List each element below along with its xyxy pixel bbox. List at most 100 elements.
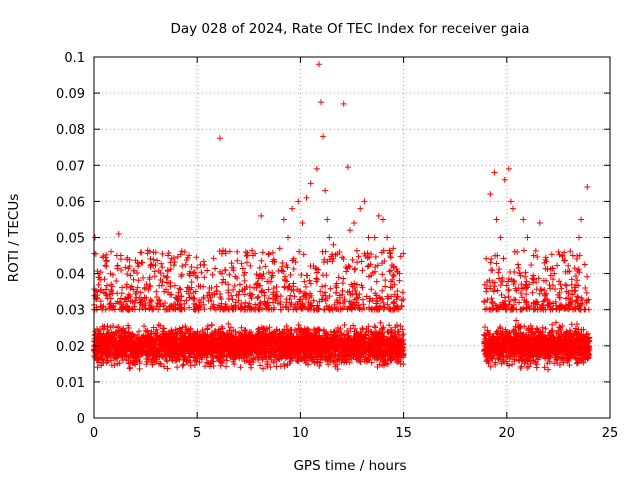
- data-point: [136, 328, 143, 335]
- data-point: [226, 327, 233, 334]
- data-point: [217, 345, 224, 352]
- data-point: [343, 327, 350, 334]
- data-point: [399, 337, 406, 344]
- data-point: [172, 306, 179, 313]
- data-point: [576, 269, 583, 276]
- data-point: [310, 356, 317, 363]
- data-point: [297, 329, 304, 336]
- data-point: [135, 343, 142, 350]
- data-point: [232, 333, 239, 340]
- data-point: [268, 354, 275, 361]
- data-point: [302, 283, 309, 290]
- data-point: [483, 255, 490, 262]
- data-point: [164, 358, 171, 365]
- data-point: [139, 305, 146, 312]
- data-point: [350, 336, 357, 343]
- data-point: [389, 276, 396, 283]
- data-point: [156, 282, 163, 289]
- data-point: [104, 282, 111, 289]
- data-point: [554, 262, 561, 269]
- data-point: [372, 253, 379, 260]
- data-point: [157, 322, 164, 329]
- data-point: [151, 356, 158, 363]
- data-point: [239, 265, 246, 272]
- data-point: [120, 339, 127, 346]
- data-point: [365, 262, 372, 269]
- data-point: [353, 338, 360, 345]
- data-point: [359, 284, 366, 291]
- data-point: [159, 264, 166, 271]
- data-point: [358, 258, 365, 265]
- data-point: [376, 303, 383, 310]
- data-point: [355, 253, 362, 260]
- data-point: [369, 306, 376, 313]
- data-point: [187, 351, 194, 358]
- data-point: [384, 301, 391, 308]
- data-point: [287, 301, 294, 308]
- data-point: [170, 262, 177, 269]
- data-point: [230, 347, 237, 354]
- data-point: [498, 292, 505, 299]
- data-point: [126, 365, 133, 372]
- data-point: [103, 354, 110, 361]
- data-point: [347, 325, 354, 332]
- data-point: [192, 288, 199, 295]
- data-point: [248, 340, 255, 347]
- data-point: [124, 256, 131, 263]
- data-point: [481, 324, 488, 331]
- data-point: [277, 337, 284, 344]
- data-point: [368, 349, 375, 356]
- data-point: [319, 296, 326, 303]
- data-point: [217, 294, 224, 301]
- data-point: [97, 303, 104, 310]
- data-point: [257, 362, 264, 369]
- data-point: [378, 249, 385, 256]
- data-point: [398, 297, 405, 304]
- data-point: [151, 339, 158, 346]
- data-point: [204, 349, 211, 356]
- data-point: [118, 328, 125, 335]
- data-point: [269, 249, 276, 256]
- data-point: [290, 287, 297, 294]
- data-point: [281, 363, 288, 370]
- data-point: [304, 306, 311, 313]
- data-point: [259, 326, 266, 333]
- data-point: [163, 349, 170, 356]
- data-point: [295, 358, 302, 365]
- data-point: [325, 352, 332, 359]
- data-point: [270, 285, 277, 292]
- data-point: [374, 354, 381, 361]
- data-point: [580, 326, 587, 333]
- data-point: [346, 288, 353, 295]
- data-point: [182, 323, 189, 330]
- data-point: [209, 271, 216, 278]
- data-point: [305, 347, 312, 354]
- data-point: [329, 306, 336, 313]
- data-point: [281, 283, 288, 290]
- data-point: [149, 361, 156, 368]
- data-point: [224, 330, 231, 337]
- data-point: [331, 346, 338, 353]
- data-point: [252, 354, 259, 361]
- data-point: [399, 289, 406, 296]
- data-point: [264, 278, 271, 285]
- data-point: [379, 348, 386, 355]
- data-point: [103, 258, 110, 265]
- data-point: [338, 359, 345, 366]
- data-point: [168, 255, 175, 262]
- data-point: [187, 341, 194, 348]
- data-point: [253, 284, 260, 291]
- data-point: [163, 306, 170, 313]
- data-point: [379, 296, 386, 303]
- data-point: [382, 283, 389, 290]
- data-point: [291, 293, 298, 300]
- data-point: [394, 288, 401, 295]
- data-point: [107, 324, 114, 331]
- data-point: [181, 300, 188, 307]
- data-point: [208, 322, 215, 329]
- data-point: [351, 280, 358, 287]
- data-point: [298, 305, 305, 312]
- data-point: [109, 283, 116, 290]
- data-point: [259, 249, 266, 256]
- data-point: [174, 253, 181, 260]
